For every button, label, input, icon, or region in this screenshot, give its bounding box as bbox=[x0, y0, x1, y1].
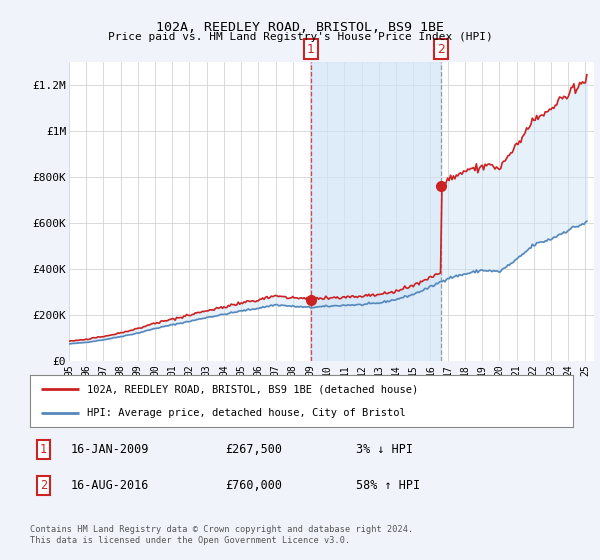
Text: £267,500: £267,500 bbox=[226, 443, 283, 456]
Text: Price paid vs. HM Land Registry's House Price Index (HPI): Price paid vs. HM Land Registry's House … bbox=[107, 32, 493, 43]
Text: 2: 2 bbox=[40, 479, 47, 492]
Text: 102A, REEDLEY ROAD, BRISTOL, BS9 1BE (detached house): 102A, REEDLEY ROAD, BRISTOL, BS9 1BE (de… bbox=[87, 384, 418, 394]
Text: 2: 2 bbox=[437, 43, 445, 55]
Text: 102A, REEDLEY ROAD, BRISTOL, BS9 1BE: 102A, REEDLEY ROAD, BRISTOL, BS9 1BE bbox=[156, 21, 444, 34]
Text: £760,000: £760,000 bbox=[226, 479, 283, 492]
Text: 16-AUG-2016: 16-AUG-2016 bbox=[71, 479, 149, 492]
Text: 3% ↓ HPI: 3% ↓ HPI bbox=[356, 443, 413, 456]
Text: HPI: Average price, detached house, City of Bristol: HPI: Average price, detached house, City… bbox=[87, 408, 406, 418]
Text: 58% ↑ HPI: 58% ↑ HPI bbox=[356, 479, 420, 492]
Text: Contains HM Land Registry data © Crown copyright and database right 2024.
This d: Contains HM Land Registry data © Crown c… bbox=[30, 525, 413, 545]
Text: 16-JAN-2009: 16-JAN-2009 bbox=[71, 443, 149, 456]
Text: 1: 1 bbox=[307, 43, 314, 55]
Text: 1: 1 bbox=[40, 443, 47, 456]
Bar bbox=[311, 62, 441, 361]
